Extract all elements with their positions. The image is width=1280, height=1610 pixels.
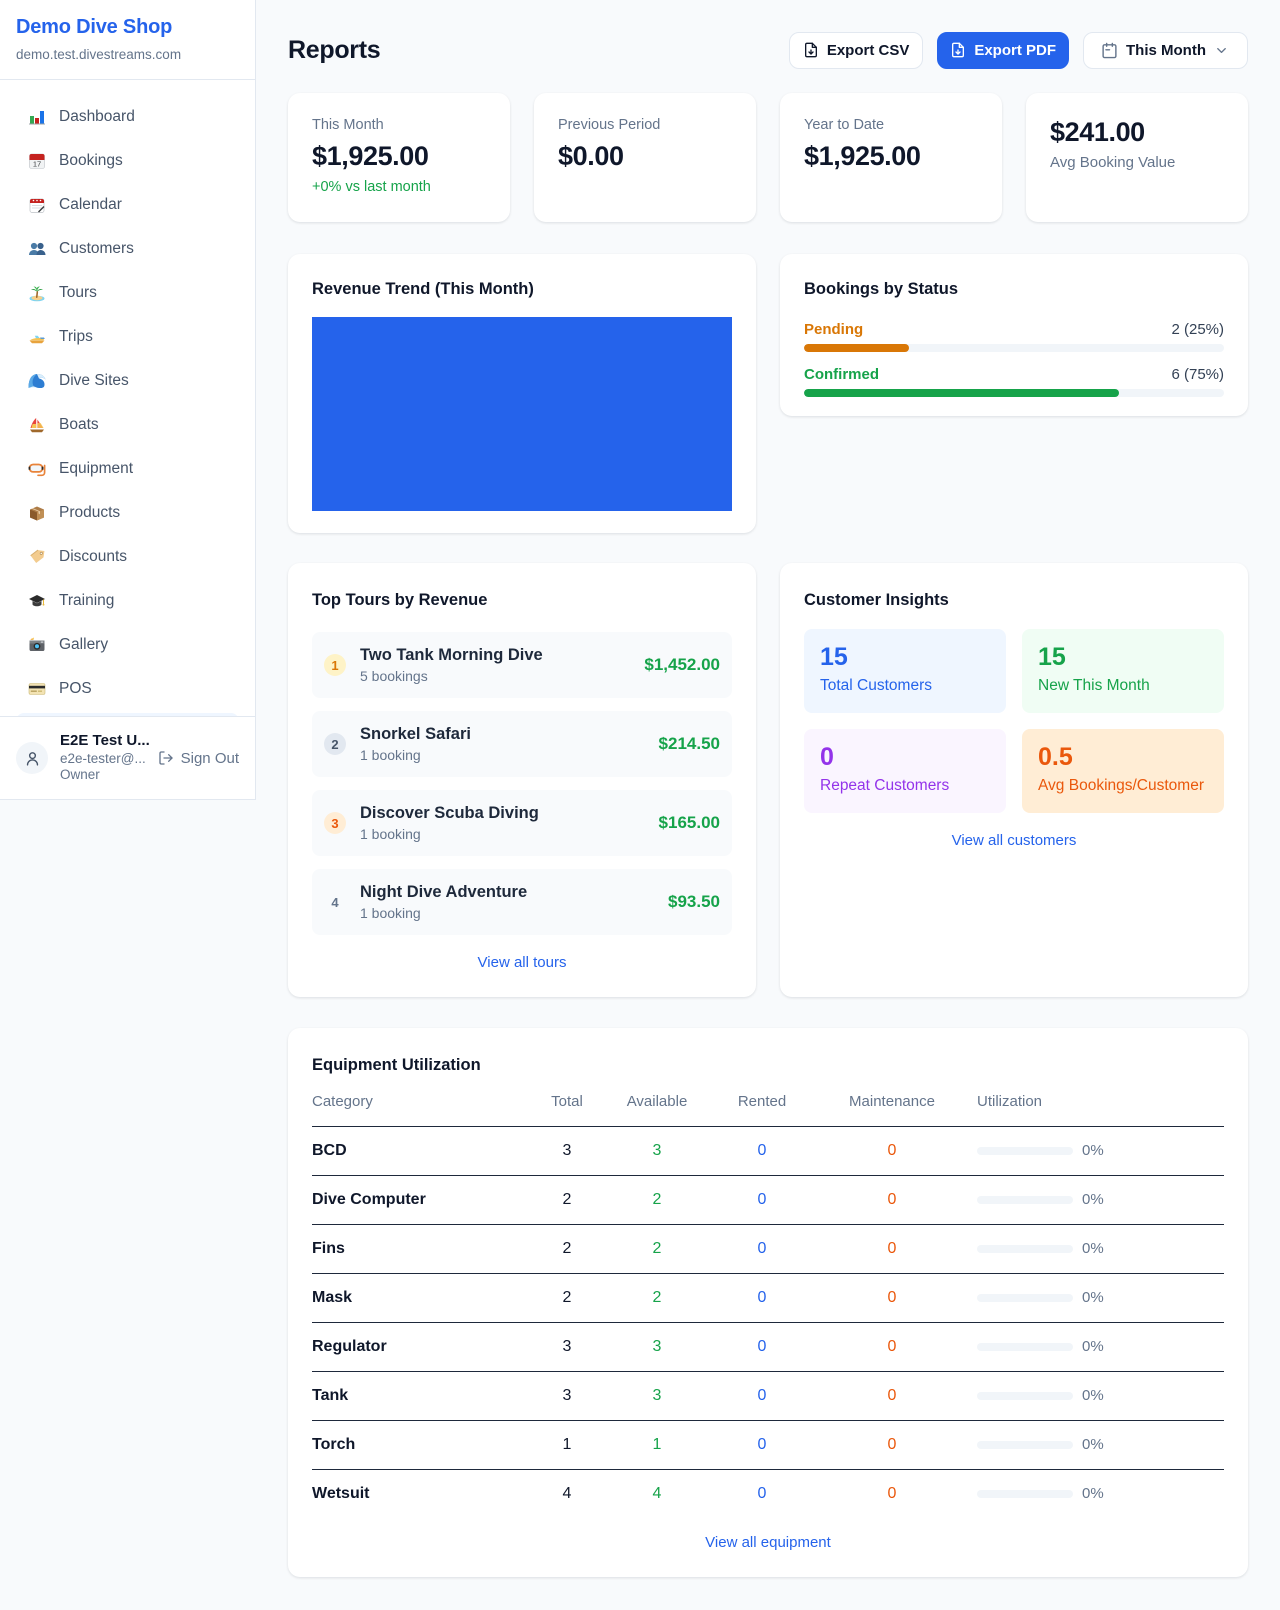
svg-text:17: 17 [33, 160, 41, 169]
